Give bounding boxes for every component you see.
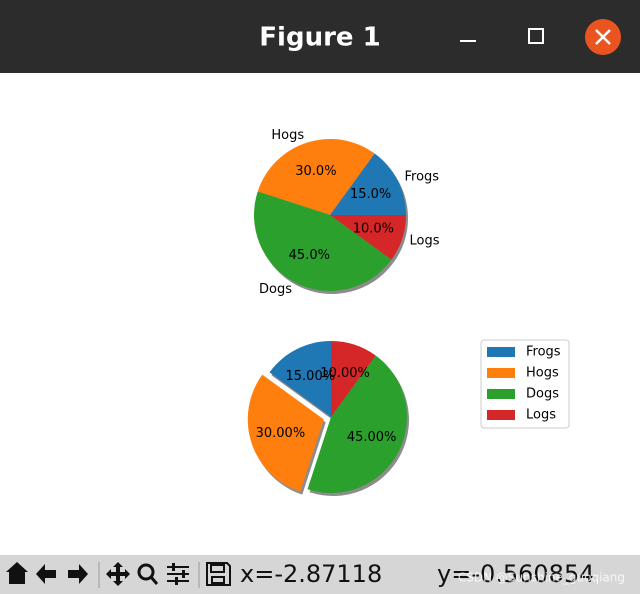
forward-button[interactable]	[68, 564, 88, 584]
zoom-handle	[149, 576, 159, 585]
watermark: CSDN @Sunshine_guoqiang	[458, 571, 625, 585]
x-coordinate: x=-2.87118	[240, 560, 382, 588]
percent-label: 45.00%	[347, 430, 397, 445]
wedge	[253, 191, 392, 291]
legend-label: Frogs	[526, 345, 561, 360]
category-label: Frogs	[404, 170, 439, 185]
legend-swatch	[487, 368, 515, 378]
pan-button[interactable]	[106, 562, 130, 586]
percent-label: 15.00%	[286, 369, 336, 384]
toolbar-buttons	[6, 562, 231, 586]
zoom-button[interactable]	[137, 563, 155, 581]
wedge	[257, 138, 375, 215]
category-label: Dogs	[259, 282, 292, 297]
wedge	[307, 355, 407, 494]
category-label: Hogs	[271, 128, 304, 143]
close-button[interactable]	[585, 19, 621, 55]
y-coordinate: y=-0.560854	[437, 560, 595, 588]
title-bar	[0, 0, 640, 73]
wedge	[331, 341, 376, 417]
window-title: Figure 1	[259, 23, 380, 53]
legend-swatch	[487, 410, 515, 420]
percent-label: 30.00%	[256, 426, 306, 441]
percent-label: 10.00%	[320, 366, 370, 381]
legend-swatch	[487, 389, 515, 399]
wedge	[269, 341, 331, 417]
category-label: Logs	[410, 233, 440, 248]
legend-swatch	[487, 347, 515, 357]
configure-button[interactable]	[167, 563, 189, 585]
percent-label: 30.0%	[295, 164, 336, 179]
percent-label: 45.0%	[289, 248, 330, 263]
legend-frame	[480, 339, 570, 429]
legend-label: Logs	[526, 408, 556, 423]
wedge	[330, 215, 406, 260]
legend: Frogs Hogs Dogs Logs	[480, 339, 570, 429]
legend-label: Hogs	[526, 366, 559, 381]
wedge	[330, 153, 406, 215]
wedge	[247, 374, 324, 492]
percent-label: 10.0%	[353, 222, 394, 237]
back-button[interactable]	[36, 564, 56, 584]
percent-label: 15.0%	[350, 187, 391, 202]
maximize-button[interactable]	[528, 28, 544, 44]
close-icon	[595, 29, 611, 45]
home-button[interactable]	[6, 562, 28, 584]
legend-label: Dogs	[526, 387, 559, 402]
save-button[interactable]	[206, 562, 231, 586]
